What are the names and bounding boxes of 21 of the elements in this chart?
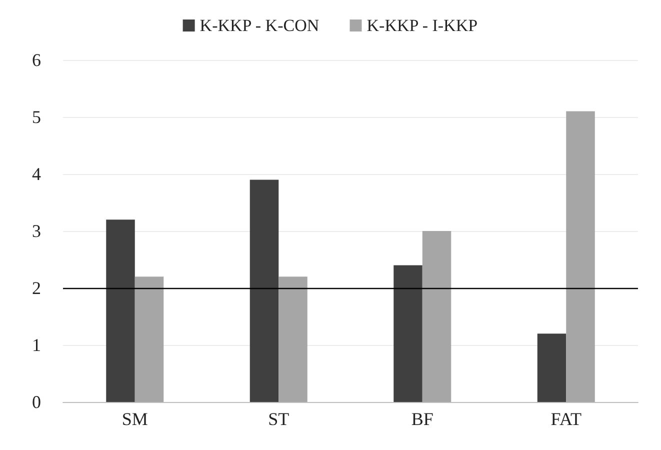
- x-tick-label: BF: [411, 409, 434, 429]
- legend-label: K-KKP - I-KKP: [366, 16, 478, 35]
- bar: [394, 265, 422, 402]
- bar: [566, 111, 595, 402]
- x-tick-label: SM: [122, 409, 148, 429]
- y-tick-label: 5: [32, 107, 41, 127]
- bar: [250, 180, 279, 402]
- x-tick-label: FAT: [550, 409, 582, 429]
- bar: [422, 231, 452, 402]
- bar: [537, 334, 566, 402]
- y-tick-label: 1: [32, 335, 41, 355]
- bar: [134, 276, 164, 402]
- y-tick-label: 0: [32, 392, 41, 412]
- bar: [106, 220, 135, 402]
- bar: [278, 276, 308, 402]
- y-tick-label: 2: [32, 278, 41, 298]
- x-tick-label: ST: [268, 409, 290, 429]
- y-tick-label: 6: [32, 50, 41, 70]
- y-tick-label: 3: [32, 221, 41, 241]
- legend-label: K-KKP - K-CON: [200, 16, 320, 35]
- y-tick-label: 4: [32, 164, 41, 184]
